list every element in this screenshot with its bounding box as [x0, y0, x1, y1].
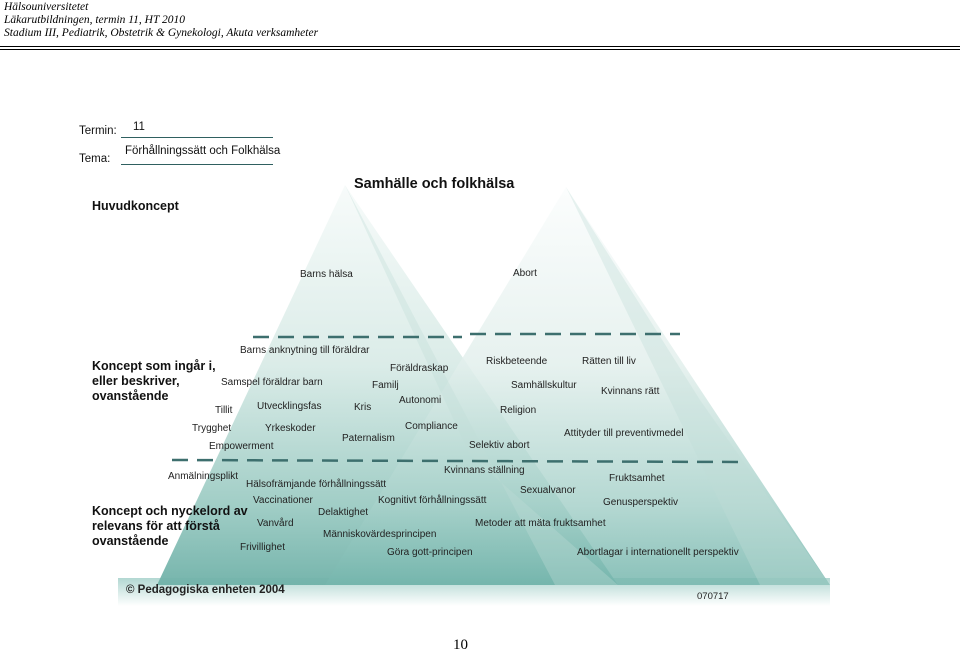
keyword: Kvinnans ställning	[444, 465, 525, 476]
diagram-title: Samhälle och folkhälsa	[354, 176, 515, 192]
keyword: Delaktighet	[318, 507, 368, 518]
concept: Riskbeteende	[486, 356, 548, 367]
tema-label: Tema:	[79, 153, 111, 165]
keyword: Kognitivt förhållningssätt	[378, 494, 487, 506]
copyright-text: © Pedagogiska enheten 2004	[126, 584, 285, 596]
tema-underline	[121, 164, 273, 165]
section-koncept: Koncept som ingår i, eller beskriver, ov…	[92, 359, 216, 403]
section-huvudkoncept: Huvudkoncept	[92, 199, 179, 213]
concept: Samspel föräldrar barn	[221, 377, 323, 388]
header-stage: Stadium III, Pediatrik, Obstetrik & Gyne…	[4, 27, 319, 39]
keyword: Metoder att mäta fruktsamhet	[475, 518, 606, 529]
section-nyckelord: Koncept och nyckelord av relevans för at…	[92, 504, 248, 548]
keyword: Anmälningsplikt	[168, 471, 238, 482]
termin-label: Termin:	[79, 125, 117, 137]
page-number: 10	[453, 637, 468, 653]
concept: Barns anknytning till föräldrar	[240, 345, 370, 356]
keyword: Vaccinationer	[253, 495, 314, 506]
header-university: Hälsouniversitetet	[4, 1, 89, 13]
main-concept-barns-halsa: Barns hälsa	[300, 269, 353, 280]
header-program: Läkarutbildningen, termin 11, HT 2010	[4, 14, 186, 26]
concept: Yrkeskoder	[265, 423, 316, 434]
keyword: Frivillighet	[240, 542, 285, 553]
concept: Kvinnans rätt	[601, 386, 660, 397]
keyword: Genusperspektiv	[603, 497, 678, 508]
concept: Compliance	[405, 421, 458, 432]
concept: Rätten till liv	[582, 356, 636, 367]
concept: Föräldraskap	[390, 363, 449, 374]
concept: Paternalism	[342, 433, 395, 444]
keyword: Göra gott-principen	[387, 547, 473, 558]
concept: Selektiv abort	[469, 440, 530, 451]
right-pyramid	[325, 187, 830, 585]
concept: Utvecklingsfas	[257, 401, 321, 412]
keyword: Fruktsamhet	[609, 473, 665, 484]
header-rule-bottom	[0, 49, 960, 50]
concept: Samhällskultur	[511, 380, 577, 391]
concept: Trygghet	[192, 423, 231, 434]
concept: Attityder till preventivmedel	[564, 428, 684, 439]
tema-value: Förhållningssätt och Folkhälsa	[125, 145, 281, 157]
concept: Empowerment	[209, 441, 274, 452]
header-rule-top	[0, 46, 960, 47]
concept: Religion	[500, 405, 536, 416]
keyword: Sexualvanor	[520, 485, 576, 496]
document-code: 070717	[697, 591, 729, 602]
concept: Kris	[354, 402, 371, 413]
keyword: Vanvård	[257, 517, 294, 529]
concept: Tillit	[215, 405, 233, 416]
main-concept-abort: Abort	[513, 268, 537, 279]
termin-value: 11	[133, 121, 145, 133]
keyword: Abortlagar i internationellt perspektiv	[577, 547, 739, 558]
concept: Autonomi	[399, 395, 441, 406]
keyword: Människovärdesprincipen	[323, 529, 436, 540]
concept: Familj	[372, 380, 399, 391]
divider-lower	[171, 458, 741, 464]
termin-underline	[121, 137, 273, 138]
keyword: Hälsofrämjande förhållningssätt	[246, 478, 386, 490]
